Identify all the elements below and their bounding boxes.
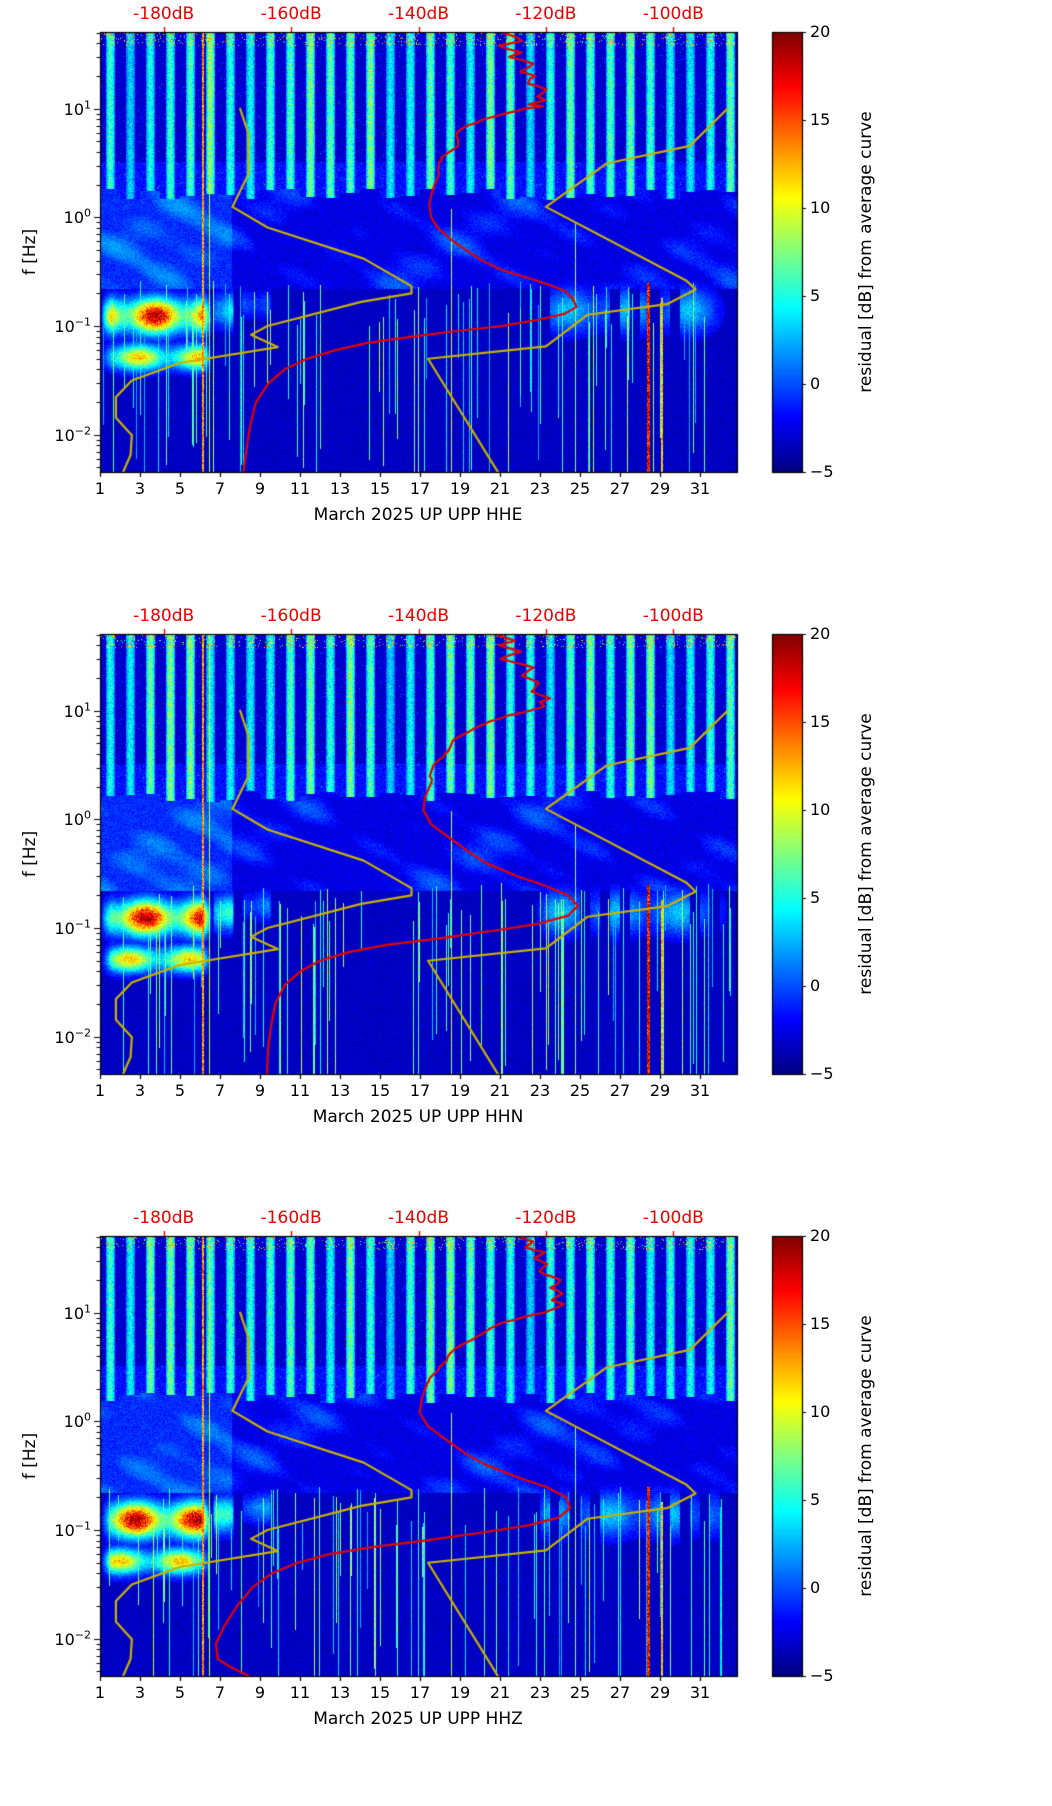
spectrogram-canvas-hhn [0, 602, 1052, 1204]
x-axis-label: March 2025 UP UPP HHN [312, 1107, 524, 1127]
spectrogram-canvas-hhz [0, 1204, 1052, 1806]
y-axis-label: f [Hz] [20, 830, 40, 878]
panel-hhe: f [Hz] March 2025 UP UPP HHE residual [d… [0, 0, 1052, 602]
y-axis-label: f [Hz] [20, 1432, 40, 1480]
spectrogram-canvas-hhe [0, 0, 1052, 602]
x-axis-label: March 2025 UP UPP HHZ [313, 1709, 523, 1729]
panel-hhz: f [Hz] March 2025 UP UPP HHZ residual [d… [0, 1204, 1052, 1806]
panel-hhn: f [Hz] March 2025 UP UPP HHN residual [d… [0, 602, 1052, 1204]
x-axis-label: March 2025 UP UPP HHE [313, 505, 523, 525]
colorbar-label: residual [dB] from average curve [856, 1315, 876, 1597]
colorbar-label: residual [dB] from average curve [856, 713, 876, 995]
y-axis-label: f [Hz] [20, 228, 40, 276]
colorbar-label: residual [dB] from average curve [856, 111, 876, 393]
